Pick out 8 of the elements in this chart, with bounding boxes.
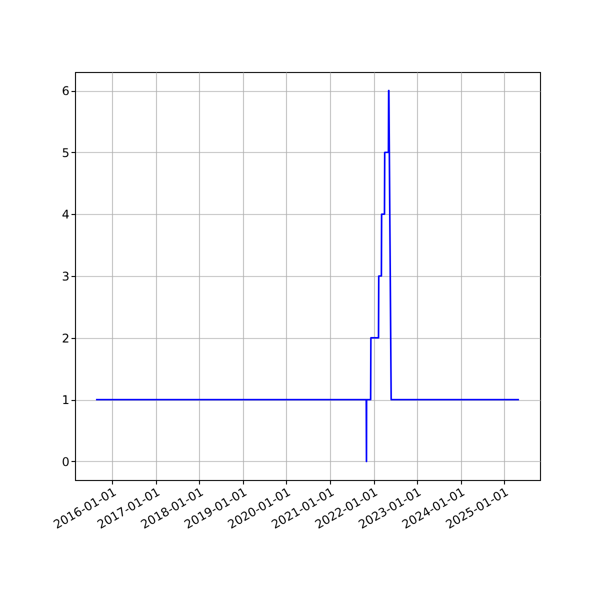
y-tick-label: 5 xyxy=(62,146,70,160)
line-series xyxy=(95,90,520,462)
y-tick-label: 4 xyxy=(62,208,70,222)
y-tick-label: 2 xyxy=(62,331,70,346)
y-tick-label: 3 xyxy=(62,270,70,284)
y-tick-label: 0 xyxy=(62,454,70,469)
y-tick-label: 1 xyxy=(62,393,70,408)
y-tick-label: 6 xyxy=(62,84,70,98)
